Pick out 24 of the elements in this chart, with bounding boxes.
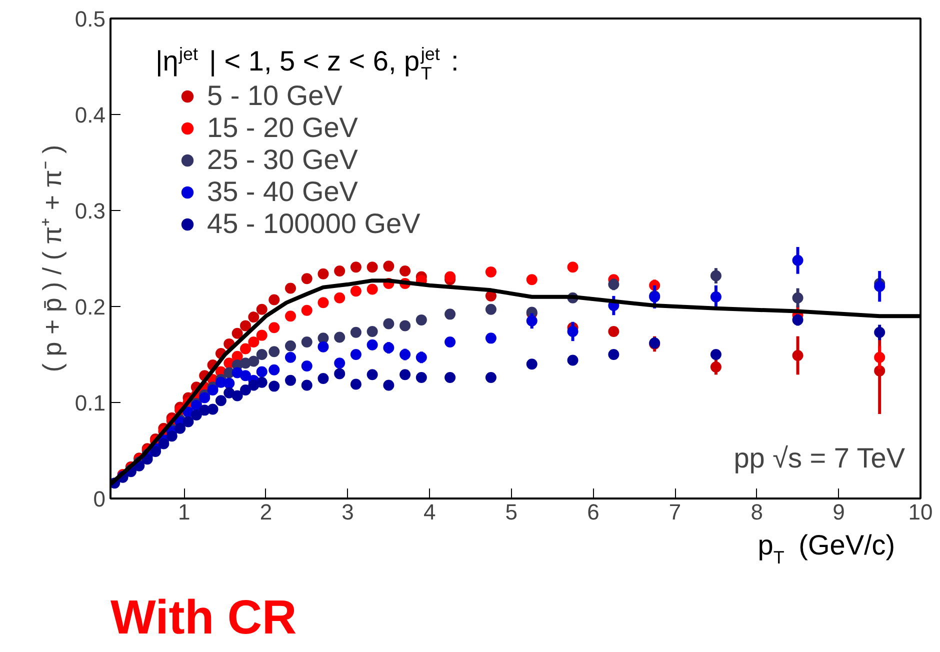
y-tick-label: 0.1 bbox=[74, 390, 106, 416]
y-tick-label: 0.3 bbox=[74, 198, 106, 224]
y-tick-label: 0 bbox=[93, 486, 106, 512]
x-tick-label: 5 bbox=[505, 500, 518, 524]
legend-label: 15 - 20 GeV bbox=[207, 112, 358, 144]
x-tick-label: 2 bbox=[260, 500, 272, 524]
x-tick-label: 8 bbox=[750, 500, 763, 524]
legend-label: 5 - 10 GeV bbox=[207, 80, 342, 112]
legend-label: 45 - 100000 GeV bbox=[207, 208, 420, 240]
annotation: pp √s = 7 TeV bbox=[734, 442, 906, 474]
legend-label: 25 - 30 GeV bbox=[207, 144, 358, 176]
y-tick-label: 0.2 bbox=[74, 294, 106, 320]
x-tick-label: 1 bbox=[178, 500, 190, 524]
y-axis-title: ( p + p̄ ) / ( π⁺ + π⁻ ) bbox=[36, 144, 67, 372]
legend-label: 35 - 40 GeV bbox=[207, 176, 358, 208]
y-tick-label: 0.5 bbox=[74, 6, 106, 32]
text: With CR bbox=[110, 592, 297, 644]
x-tick-label: 3 bbox=[342, 500, 354, 524]
x-tick-label: 7 bbox=[668, 500, 682, 524]
x-tick-label: 4 bbox=[423, 500, 436, 524]
x-tick-label: 9 bbox=[832, 500, 845, 524]
y-tick-label: 0.4 bbox=[74, 102, 106, 128]
x-tick-label: 6 bbox=[587, 500, 600, 524]
x-tick-label: 10 bbox=[908, 500, 933, 524]
